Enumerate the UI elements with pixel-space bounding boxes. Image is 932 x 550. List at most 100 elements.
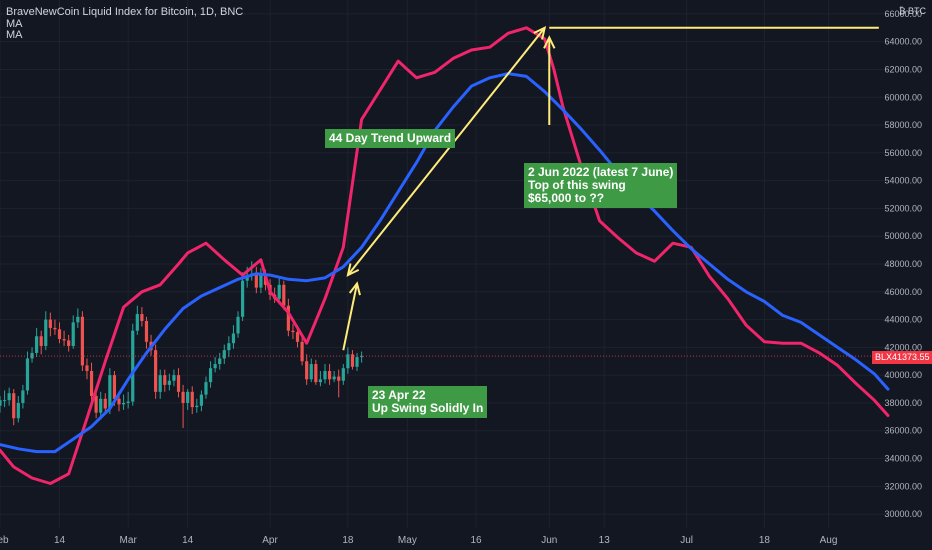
- y-tick-label: 66000.00: [884, 9, 922, 19]
- annotation-upswing[interactable]: 23 Apr 22 Up Swing Solidly In: [368, 386, 488, 418]
- candle-body: [48, 319, 52, 328]
- annotation-top[interactable]: 2 Jun 2022 (latest 7 June) Top of this s…: [524, 163, 678, 208]
- candle-body: [204, 382, 208, 395]
- candle-body: [355, 357, 359, 367]
- x-tick-label: 18: [759, 535, 771, 546]
- trend-line: [347, 27, 546, 276]
- currency-label: ₿ BTC: [898, 6, 926, 16]
- candle-body: [44, 319, 48, 346]
- candle-body: [350, 354, 355, 367]
- candle-body: [360, 356, 364, 358]
- ma-legend-2[interactable]: MA: [6, 29, 23, 41]
- candle-body: [25, 358, 30, 391]
- moving-averages: [0, 26, 890, 485]
- candle-body: [108, 375, 112, 409]
- upswing-arrow-head: [348, 281, 361, 296]
- trend-line-head: [533, 25, 547, 40]
- annotation-line: 23 Apr 22: [372, 388, 426, 402]
- y-tick-label: 50000.00: [884, 231, 922, 241]
- annotation-line: $65,000 to ??: [528, 191, 605, 205]
- candle-body: [309, 364, 313, 380]
- candle-body: [117, 398, 121, 405]
- annotation-line: Top of this swing: [528, 178, 626, 192]
- y-tick-label: 38000.00: [884, 398, 922, 408]
- candle-body: [12, 393, 16, 419]
- y-tick-label: 62000.00: [884, 64, 922, 74]
- candle-body: [236, 316, 240, 334]
- candle-body: [16, 402, 20, 419]
- candle-body: [167, 380, 171, 385]
- candle-body: [94, 396, 98, 413]
- candle-body: [163, 375, 167, 385]
- x-tick-label: May: [398, 535, 417, 546]
- candle-body: [158, 375, 162, 392]
- candle-body: [140, 314, 144, 321]
- time-axis: Feb 14 Mar 14 Apr 18 May 16 Jun 13 Jul 18 Aug: [0, 535, 837, 546]
- x-tick-label: Jul: [680, 535, 693, 546]
- candle-body: [323, 370, 327, 380]
- candle-body: [176, 375, 181, 392]
- chart-legend: BraveNewCoin Liquid Index for Bitcoin, 1…: [6, 6, 244, 42]
- candle-body: [291, 330, 295, 333]
- y-tick-label: 48000.00: [884, 259, 922, 269]
- candle-body: [199, 394, 204, 406]
- candle-body: [181, 391, 185, 403]
- candle-body: [195, 405, 199, 408]
- ma-legend-1[interactable]: MA: [6, 17, 23, 30]
- candle-body: [240, 280, 245, 317]
- x-tick-label: 13: [599, 535, 611, 546]
- candle-body: [227, 343, 231, 351]
- candle-body: [300, 341, 304, 362]
- y-tick-label: 56000.00: [884, 148, 922, 158]
- y-tick-label: 44000.00: [884, 315, 922, 325]
- candle-body: [277, 284, 281, 299]
- x-tick-label: Feb: [0, 535, 9, 546]
- candle-body: [231, 333, 236, 344]
- drawings: [0, 25, 888, 357]
- candle-body: [76, 316, 80, 323]
- x-tick-label: 14: [54, 535, 66, 546]
- y-tick-label: 40000.00: [884, 370, 922, 380]
- annotation-line: 2 Jun 2022 (latest 7 June): [528, 165, 674, 179]
- candle-body: [0, 400, 2, 406]
- y-tick-label: 52000.00: [884, 203, 922, 213]
- y-tick-label: 32000.00: [884, 481, 922, 491]
- candle-body: [282, 284, 286, 306]
- ma-slow-line: [0, 72, 890, 454]
- trend-line-tail: [346, 263, 360, 277]
- candle-body: [254, 273, 258, 288]
- candle-body: [314, 364, 318, 383]
- y-tick-label: 36000.00: [884, 426, 922, 436]
- x-tick-label: 18: [342, 535, 354, 546]
- symbol-title[interactable]: BraveNewCoin Liquid Index for Bitcoin, 1…: [6, 6, 244, 18]
- candle-body: [57, 329, 62, 340]
- candle-body: [341, 368, 345, 381]
- candle-body: [7, 393, 11, 401]
- candle-body: [208, 368, 213, 383]
- candle-body: [131, 330, 135, 402]
- candle-body: [53, 327, 57, 330]
- candle-body: [71, 322, 75, 346]
- candle-body: [213, 364, 217, 369]
- upswing-arrow: [342, 283, 359, 351]
- last-price-symbol: BLX: [875, 352, 893, 362]
- candle-body: [103, 398, 107, 409]
- candle-body: [346, 354, 350, 369]
- x-tick-label: Jun: [541, 535, 557, 546]
- candle-body: [154, 350, 158, 392]
- candle-body: [112, 375, 117, 399]
- candle-body: [121, 402, 126, 405]
- candle-body: [135, 314, 139, 331]
- last-price-value: 41373.55: [892, 352, 930, 362]
- annotation-trend[interactable]: 44 Day Trend Upward: [325, 129, 456, 148]
- candle-body: [30, 352, 34, 359]
- annotation-line: 44 Day Trend Upward: [329, 131, 452, 145]
- x-tick-label: 14: [182, 535, 194, 546]
- x-tick-label: Mar: [120, 535, 138, 546]
- candle-body: [126, 401, 130, 403]
- annotation-line: Up Swing Solidly In: [372, 401, 484, 415]
- candle-body: [327, 370, 332, 380]
- x-tick-label: 16: [470, 535, 482, 546]
- x-tick-label: Apr: [262, 535, 278, 546]
